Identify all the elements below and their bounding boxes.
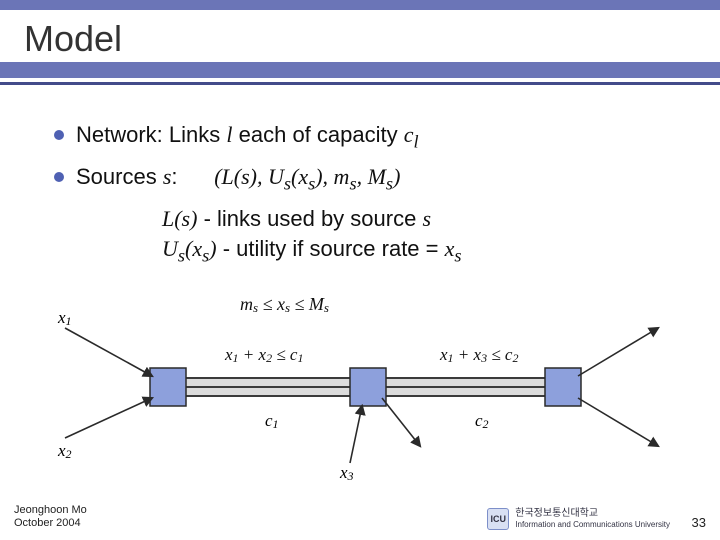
label-c2: c2	[475, 411, 489, 431]
accent-bar-mid	[0, 62, 720, 78]
arrow-x2-in	[65, 398, 152, 438]
router-mid	[350, 368, 386, 406]
def-ls: L(s) - links used by source s	[162, 204, 680, 234]
network-diagram: ms ≤ xs ≤ Ms x1 + x2 ≤ c1 x1 + x3 ≤ c2 x…	[50, 298, 670, 488]
slide-title: Model	[24, 18, 122, 60]
arrow-out-bot	[578, 398, 658, 446]
accent-bar-top	[0, 0, 720, 10]
accent-bar-thin	[0, 82, 720, 85]
logo-text: 한국정보통신대학교Information and Communications …	[515, 508, 670, 530]
arrow-out-top	[578, 328, 658, 376]
arrow-x1-in	[65, 328, 152, 376]
label-x3: x3	[339, 463, 354, 483]
bullet-sources: Sources s: (L(s), Us(xs), ms, Ms)	[52, 162, 680, 196]
body-content: Network: Links l each of capacity cl Sou…	[52, 120, 680, 268]
arrow-x3-in	[350, 406, 362, 463]
footer-logo: ICU 한국정보통신대학교Information and Communicati…	[487, 508, 670, 530]
ineq-left: x1 + x2 ≤ c1	[224, 345, 303, 365]
page-number: 33	[692, 515, 706, 530]
constraint-range: ms ≤ xs ≤ Ms	[240, 298, 329, 315]
router-right	[545, 368, 581, 406]
label-x2: x2	[57, 441, 72, 461]
logo-icon: ICU	[487, 508, 509, 530]
router-left	[150, 368, 186, 406]
label-x1: x1	[57, 308, 72, 328]
def-us: Us(xs) - utility if source rate = xs	[162, 234, 680, 268]
ineq-right: x1 + x3 ≤ c2	[439, 345, 518, 365]
label-c1: c1	[265, 411, 279, 431]
bullet-network: Network: Links l each of capacity cl	[52, 120, 680, 154]
footer-author: Jeonghoon Mo October 2004	[14, 504, 87, 530]
arrow-mid-out	[382, 398, 420, 446]
